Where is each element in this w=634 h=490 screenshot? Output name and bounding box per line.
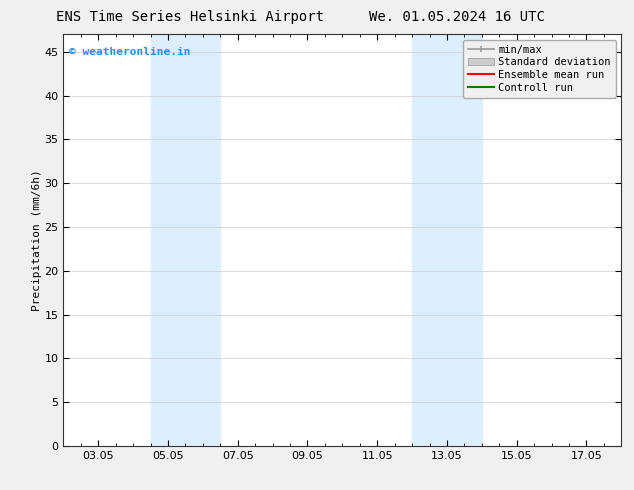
Bar	[150, 34, 221, 446]
Bar	[412, 34, 482, 446]
Y-axis label: Precipitation (mm/6h): Precipitation (mm/6h)	[32, 169, 42, 311]
Text: We. 01.05.2024 16 UTC: We. 01.05.2024 16 UTC	[368, 10, 545, 24]
Legend: min/max, Standard deviation, Ensemble mean run, Controll run: min/max, Standard deviation, Ensemble me…	[463, 40, 616, 98]
Text: © weatheronline.in: © weatheronline.in	[69, 47, 190, 57]
Text: ENS Time Series Helsinki Airport: ENS Time Series Helsinki Airport	[56, 10, 324, 24]
